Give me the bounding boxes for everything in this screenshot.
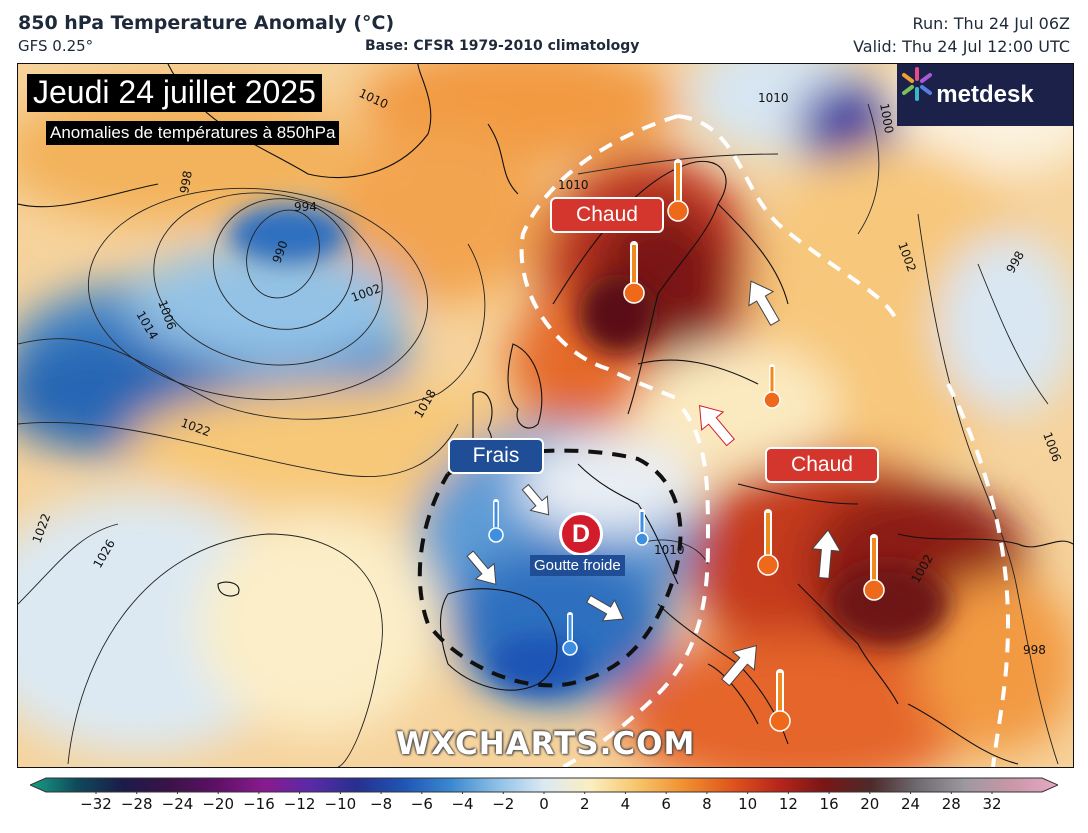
isobar-label: 998	[177, 170, 195, 195]
colorbar-tick-label: −8	[370, 795, 393, 813]
anomaly-field	[18, 64, 1073, 767]
colorbar-tick-label: −16	[243, 795, 275, 813]
warm-thermometer-icon	[667, 159, 689, 222]
map-subtitle: Anomalies de températures à 850hPa	[46, 121, 340, 145]
arrow-icon	[521, 483, 550, 516]
warm-zone-southeast-outline	[562, 407, 711, 767]
warm-label-north: Chaud	[550, 197, 664, 233]
arrow-icon	[466, 550, 497, 585]
map-canvas: 1010 1010 1000 998 994 990 1006 1014 100…	[18, 64, 1073, 767]
metdesk-logo: metdesk	[897, 64, 1073, 126]
warm-thermometer-icon	[763, 364, 781, 409]
climatology-base: Base: CFSR 1979-2010 climatology	[365, 38, 640, 54]
colorbar-tick-label: 16	[819, 795, 839, 813]
arrow-icon	[585, 594, 625, 622]
anomaly-map: 1010 1010 1000 998 994 990 1006 1014 100…	[17, 63, 1074, 768]
valid-time: Valid: Thu 24 Jul 12:00 UTC	[853, 37, 1070, 56]
colorbar-strip	[30, 777, 1058, 793]
isobar-label: 1010	[654, 543, 685, 557]
colorbar-tick-label: 2	[579, 795, 590, 813]
low-pressure-marker: D	[559, 512, 603, 556]
warm-thermometer-icon	[863, 534, 885, 601]
colorbar-tick-label: 24	[900, 795, 921, 813]
model-label: GFS 0.25°	[18, 37, 94, 55]
colorbar-tick-label: −20	[202, 795, 234, 813]
warm-thermometer-icon	[623, 241, 645, 304]
cold-thermometer-icon	[562, 612, 578, 656]
isobar-label: 994	[294, 200, 317, 214]
chart-title: 850 hPa Temperature Anomaly (°C)	[18, 12, 395, 34]
colorbar-tick-label: 32	[982, 795, 1002, 813]
cold-pool-outline	[417, 448, 683, 688]
colorbar-tick-label: −28	[120, 795, 153, 813]
date-title: Jeudi 24 juillet 2025	[27, 74, 322, 112]
colorbar-tick-label: 28	[941, 795, 961, 813]
warm-zone-north-outline	[677, 114, 900, 325]
colorbar-tick-label: 6	[661, 795, 671, 813]
metdesk-logo-text: metdesk	[936, 81, 1034, 108]
cold-drop-label: Goutte froide	[530, 555, 625, 576]
arrow-icon	[811, 529, 842, 579]
isobar-label: 1010	[758, 91, 789, 105]
arrow-icon	[721, 644, 757, 687]
warm-label-southeast: Chaud	[765, 447, 879, 483]
colorbar-tick-label: 8	[702, 795, 712, 813]
isobars	[18, 103, 1059, 767]
warm-thermometer-icon	[769, 669, 791, 732]
wxcharts-watermark: WXCHARTS.COM	[396, 726, 696, 762]
run-time: Run: Thu 24 Jul 06Z	[912, 14, 1070, 33]
colorbar-tick-label: −2	[492, 795, 515, 813]
isobar-label: 998	[1023, 643, 1046, 657]
colorbar-tick-label: 4	[620, 795, 631, 813]
anomaly-details	[228, 204, 948, 694]
flow-arrows	[466, 280, 842, 687]
colorbar-tick-label: 0	[539, 795, 549, 813]
colorbar-tick-label: 12	[778, 795, 798, 813]
colorbar-tick-label: −6	[410, 795, 433, 813]
colorbar-tick-label: −4	[451, 795, 474, 813]
arrow-icon	[699, 404, 735, 447]
cool-label-west: Frais	[448, 438, 544, 474]
colorbar-tick-label: −10	[324, 795, 357, 813]
cold-thermometer-icon	[488, 499, 504, 543]
metdesk-logo-icon	[902, 67, 932, 101]
colorbar-tick-label: −12	[283, 795, 316, 813]
colorbar	[30, 777, 1058, 794]
warm-zone-east-outline	[946, 383, 1011, 767]
arrow-icon	[748, 280, 781, 326]
warm-zone-north-outline-left	[519, 114, 679, 401]
colorbar-tick-label: 10	[738, 795, 758, 813]
colorbar-tick-label: 20	[860, 795, 880, 813]
warm-thermometer-icon	[757, 509, 779, 576]
isobar-label: 1010	[558, 178, 589, 192]
isobar-label: 1000	[877, 102, 896, 135]
colorbar-tick-label: −24	[161, 795, 194, 813]
colorbar-tick-label: −32	[80, 795, 112, 813]
cold-thermometer-icon	[635, 509, 649, 546]
